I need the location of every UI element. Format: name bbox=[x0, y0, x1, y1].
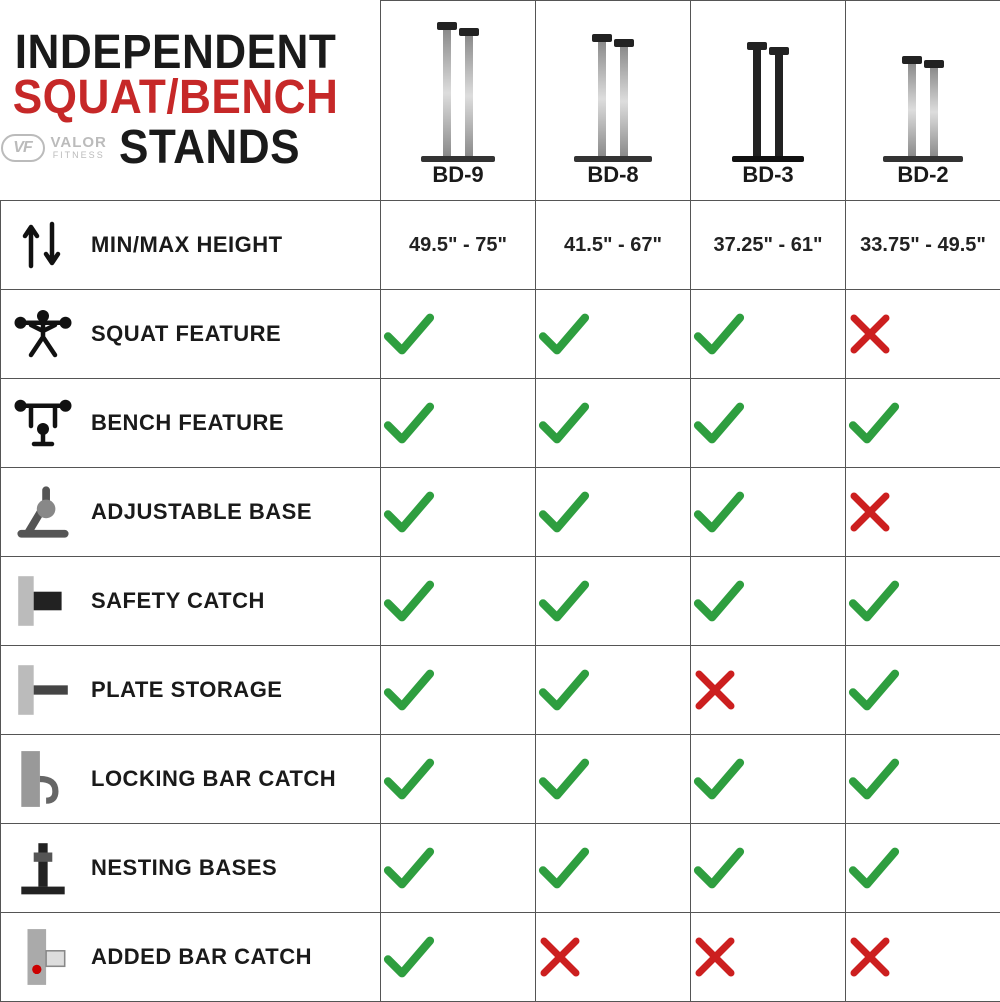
feature-label: MIN/MAX HEIGHT bbox=[91, 232, 283, 258]
brand-sub: FITNESS bbox=[51, 150, 107, 160]
bench-icon bbox=[9, 389, 77, 457]
product-label: BD-2 bbox=[846, 162, 1000, 188]
feature-row-bench: BENCH FEATURE bbox=[1, 379, 1000, 468]
product-label: BD-9 bbox=[381, 162, 535, 188]
comparison-table: INDEPENDENT SQUAT/BENCH VF VALOR FITNESS… bbox=[0, 0, 1000, 1002]
minmax-icon bbox=[9, 211, 77, 279]
safety-icon bbox=[9, 567, 77, 635]
feature-label: ADJUSTABLE BASE bbox=[91, 499, 312, 525]
height-value: 49.5" - 75" bbox=[409, 234, 507, 256]
height-value: 33.75" - 49.5" bbox=[860, 234, 986, 256]
check-mark bbox=[691, 557, 846, 646]
check-mark bbox=[846, 646, 1000, 735]
check-mark bbox=[846, 735, 1000, 824]
feature-row-squat: SQUAT FEATURE bbox=[1, 290, 1000, 379]
check-mark bbox=[381, 735, 536, 824]
title-line-1: INDEPENDENT bbox=[1, 30, 350, 76]
feature-label: NESTING BASES bbox=[91, 855, 277, 881]
feature-row-plate: PLATE STORAGE bbox=[1, 646, 1000, 735]
check-mark bbox=[691, 735, 846, 824]
check-mark bbox=[691, 468, 846, 557]
feature-label: SAFETY CATCH bbox=[91, 588, 265, 614]
plate-icon bbox=[9, 656, 77, 724]
check-mark bbox=[846, 557, 1000, 646]
check-mark bbox=[536, 290, 691, 379]
brand-name: VALOR bbox=[51, 136, 107, 150]
check-mark bbox=[536, 735, 691, 824]
x-mark bbox=[691, 646, 846, 735]
check-mark bbox=[846, 379, 1000, 468]
feature-label: PLATE STORAGE bbox=[91, 677, 282, 703]
added-icon bbox=[9, 923, 77, 991]
x-mark bbox=[691, 913, 846, 1002]
feature-label: LOCKING BAR CATCH bbox=[91, 766, 336, 792]
x-mark bbox=[846, 468, 1000, 557]
feature-row-locking: LOCKING BAR CATCH bbox=[1, 735, 1000, 824]
feature-row-safety: SAFETY CATCH bbox=[1, 557, 1000, 646]
product-header-BD-2: BD-2 bbox=[846, 1, 1000, 201]
x-mark bbox=[846, 290, 1000, 379]
feature-row-added: ADDED BAR CATCH bbox=[1, 913, 1000, 1002]
squat-icon bbox=[9, 300, 77, 368]
check-mark bbox=[381, 379, 536, 468]
check-mark bbox=[846, 824, 1000, 913]
feature-label: SQUAT FEATURE bbox=[91, 321, 281, 347]
check-mark bbox=[381, 290, 536, 379]
check-mark bbox=[536, 379, 691, 468]
height-value: 41.5" - 67" bbox=[564, 234, 662, 256]
check-mark bbox=[691, 824, 846, 913]
check-mark bbox=[536, 646, 691, 735]
feature-label: ADDED BAR CATCH bbox=[91, 944, 312, 970]
feature-row-adjbase: ADJUSTABLE BASE bbox=[1, 468, 1000, 557]
title-line-2: SQUAT/BENCH bbox=[1, 75, 350, 121]
check-mark bbox=[381, 913, 536, 1002]
check-mark bbox=[536, 557, 691, 646]
product-label: BD-3 bbox=[691, 162, 845, 188]
height-value: 37.25" - 61" bbox=[713, 234, 822, 256]
product-label: BD-8 bbox=[536, 162, 690, 188]
nesting-icon bbox=[9, 834, 77, 902]
product-header-BD-3: BD-3 bbox=[691, 1, 846, 201]
check-mark bbox=[691, 290, 846, 379]
check-mark bbox=[381, 557, 536, 646]
locking-icon bbox=[9, 745, 77, 813]
check-mark bbox=[381, 646, 536, 735]
x-mark bbox=[536, 913, 691, 1002]
feature-row-minmax: MIN/MAX HEIGHT 49.5" - 75" 41.5" - 67" 37.… bbox=[1, 201, 1000, 290]
adjbase-icon bbox=[9, 478, 77, 546]
product-header-BD-9: BD-9 bbox=[381, 1, 536, 201]
check-mark bbox=[381, 468, 536, 557]
title-line-3: STANDS bbox=[119, 125, 300, 171]
feature-label: BENCH FEATURE bbox=[91, 410, 284, 436]
check-mark bbox=[536, 824, 691, 913]
check-mark bbox=[691, 379, 846, 468]
title-cell: INDEPENDENT SQUAT/BENCH VF VALOR FITNESS… bbox=[1, 1, 381, 201]
check-mark bbox=[381, 824, 536, 913]
x-mark bbox=[846, 913, 1000, 1002]
brand-badge: VF bbox=[1, 134, 45, 162]
feature-row-nesting: NESTING BASES bbox=[1, 824, 1000, 913]
check-mark bbox=[536, 468, 691, 557]
product-header-BD-8: BD-8 bbox=[536, 1, 691, 201]
